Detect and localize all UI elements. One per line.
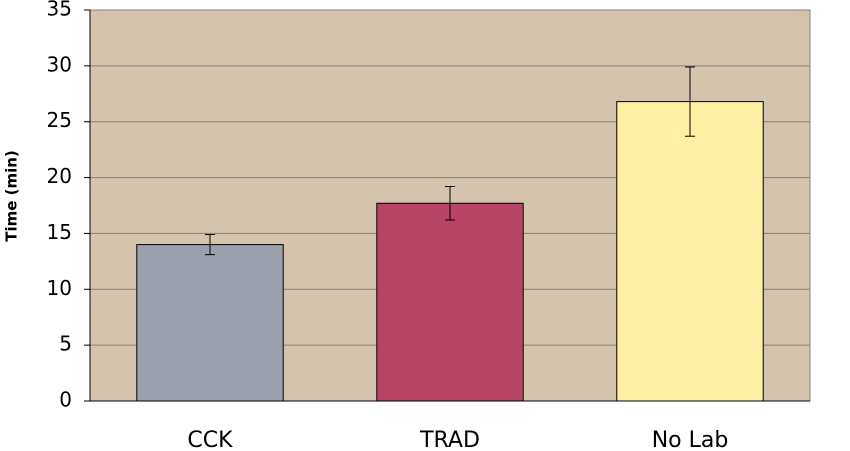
y-tick-label: 20 (47, 164, 72, 188)
y-tick-label: 30 (47, 52, 72, 76)
y-tick-label: 10 (47, 276, 72, 300)
error-bar (205, 234, 215, 256)
y-tick-label: 25 (47, 108, 72, 132)
y-axis-title: Time (min) (3, 150, 21, 242)
bar (616, 101, 764, 402)
error-bar (445, 186, 455, 221)
bar (136, 244, 284, 402)
x-tick-label: TRAD (419, 428, 480, 451)
y-tick-label: 15 (47, 220, 72, 244)
y-tick-label: 35 (47, 0, 72, 21)
y-tick-label: 5 (59, 332, 72, 356)
x-tick-label: No Lab (652, 428, 729, 451)
y-tick-label: 0 (59, 388, 72, 412)
error-bar (685, 66, 695, 137)
bar (376, 202, 524, 402)
x-tick-label: CCK (187, 428, 233, 451)
